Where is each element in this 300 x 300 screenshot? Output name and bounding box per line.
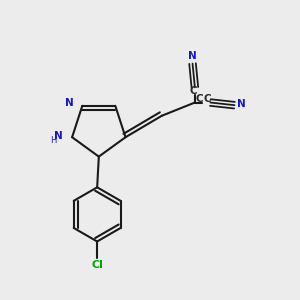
Text: N: N	[237, 98, 246, 109]
Text: N: N	[65, 98, 74, 107]
Text: C: C	[203, 94, 211, 104]
Text: N: N	[54, 130, 63, 141]
Text: Cl: Cl	[91, 260, 103, 270]
Text: N: N	[188, 51, 197, 61]
Text: C: C	[195, 94, 202, 104]
Text: H: H	[50, 136, 56, 145]
Text: C: C	[190, 86, 197, 96]
